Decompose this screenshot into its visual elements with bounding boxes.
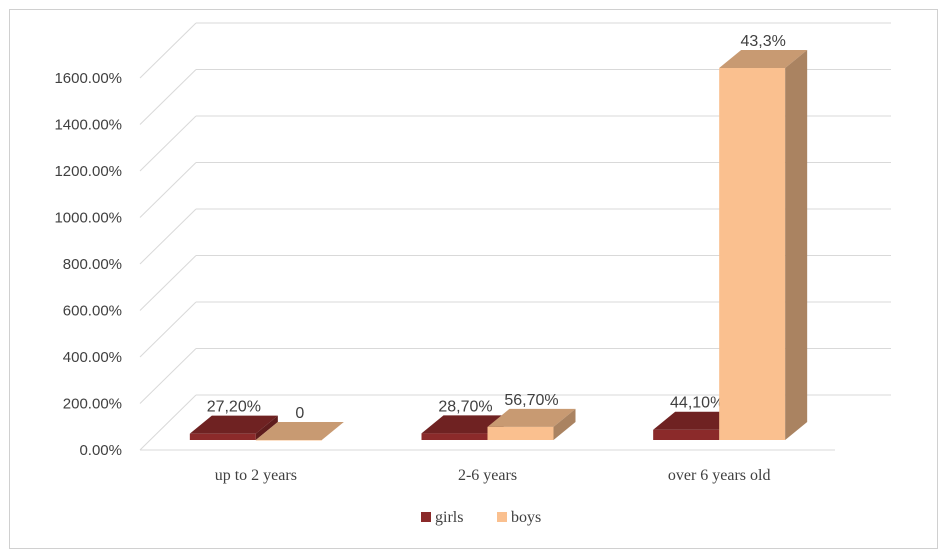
gridline-diagonal — [139, 348, 197, 404]
legend-label-boys: boys — [511, 509, 541, 526]
legend-label-girls: girls — [435, 509, 463, 526]
bar-girls-side — [255, 415, 278, 440]
bar-boys-front — [255, 440, 322, 441]
bar-girls-front — [653, 429, 720, 440]
x-category-label: up to 2 years — [215, 467, 297, 484]
bar-girls-top — [189, 415, 278, 434]
bar-boys-top — [719, 50, 808, 68]
y-tick-label: 1000.00% — [54, 210, 122, 227]
data-label-girls: 44,10% — [670, 395, 724, 412]
bar-boys-front — [719, 68, 786, 440]
bar-boys-top — [255, 422, 344, 440]
y-tick-label: 600.00% — [63, 303, 122, 320]
y-tick-label: 1400.00% — [54, 117, 122, 134]
legend-swatch-girls — [421, 512, 431, 522]
data-label-boys: 0 — [295, 405, 304, 422]
gridline-diagonal — [139, 394, 197, 451]
bar-girls-front — [189, 433, 256, 440]
gridline-diagonal — [139, 69, 197, 125]
y-tick-label: 1600.00% — [54, 70, 122, 87]
bar-girls-front — [421, 433, 488, 440]
y-tick-label: 0.00% — [79, 442, 122, 459]
bar-boys-side — [785, 50, 808, 440]
gridline-diagonal — [139, 115, 197, 172]
x-category-label: over 6 years old — [668, 467, 771, 484]
y-tick-label: 400.00% — [63, 349, 122, 366]
gridline-diagonal — [139, 255, 197, 311]
data-label-boys: 56,70% — [504, 392, 558, 409]
y-tick-label: 200.00% — [63, 396, 122, 413]
data-label-boys: 43,3% — [740, 33, 785, 50]
x-category-label: 2-6 years — [458, 467, 517, 484]
gridline-diagonal — [139, 208, 197, 265]
gridline-diagonal — [139, 301, 197, 358]
bar-boys-top — [487, 408, 576, 427]
y-tick-label: 800.00% — [63, 256, 122, 273]
data-label-girls: 27,20% — [207, 399, 261, 416]
y-tick-label: 1200.00% — [54, 163, 122, 180]
gridline-diagonal — [139, 162, 197, 218]
bar-boys-side — [553, 408, 576, 440]
data-label-girls: 28,70% — [438, 398, 492, 415]
gridline-diagonal — [139, 22, 197, 79]
legend-swatch-boys — [497, 512, 507, 522]
bar-boys-front — [487, 426, 554, 440]
